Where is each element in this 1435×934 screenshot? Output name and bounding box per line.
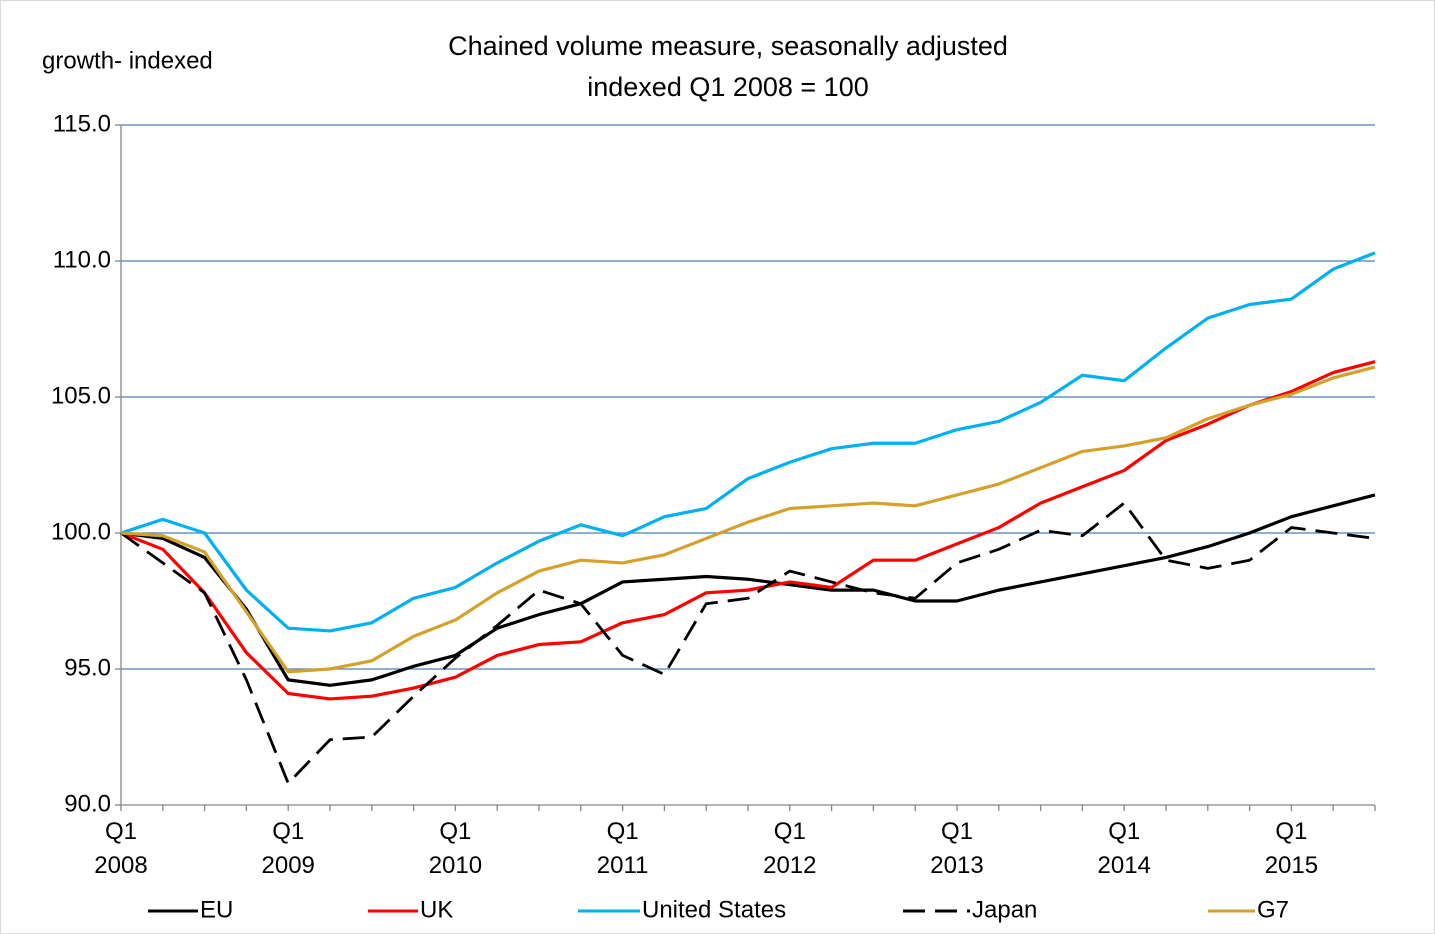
x-tick-label: Q1 2012 [763, 818, 816, 879]
y-tick-label: 110.0 [53, 246, 111, 273]
y-axis-label: growth- indexed [42, 47, 213, 74]
x-tick-label: Q1 2009 [262, 818, 315, 879]
x-tick-label: Q1 2010 [429, 818, 482, 879]
y-tick-label: 95.0 [64, 654, 111, 681]
y-tick-label: 115.0 [53, 110, 111, 137]
legend-label: Japan [972, 896, 1037, 923]
series-line [120, 360, 1376, 701]
legend-label: United States [642, 896, 786, 923]
series-line [120, 365, 1376, 674]
y-tick-label: 100.0 [51, 518, 111, 545]
x-tick-label: Q1 2011 [597, 818, 649, 879]
x-tick-label: Q1 2015 [1265, 818, 1318, 879]
series-line [120, 501, 1376, 785]
x-tick-label: Q1 2008 [94, 818, 147, 879]
legend-label: G7 [1257, 896, 1289, 923]
legend-label: EU [200, 896, 233, 923]
series-line [120, 493, 1376, 687]
chart-subtitle: indexed Q1 2008 = 100 [587, 72, 868, 102]
legend-label: UK [420, 896, 453, 923]
x-tick-label: Q1 2014 [1098, 818, 1151, 879]
y-tick-label: 105.0 [51, 382, 111, 409]
y-tick-label: 90.0 [64, 790, 111, 817]
chart-title: Chained volume measure, seasonally adjus… [448, 31, 1008, 61]
series-line [120, 251, 1376, 633]
x-tick-label: Q1 2013 [930, 818, 983, 879]
